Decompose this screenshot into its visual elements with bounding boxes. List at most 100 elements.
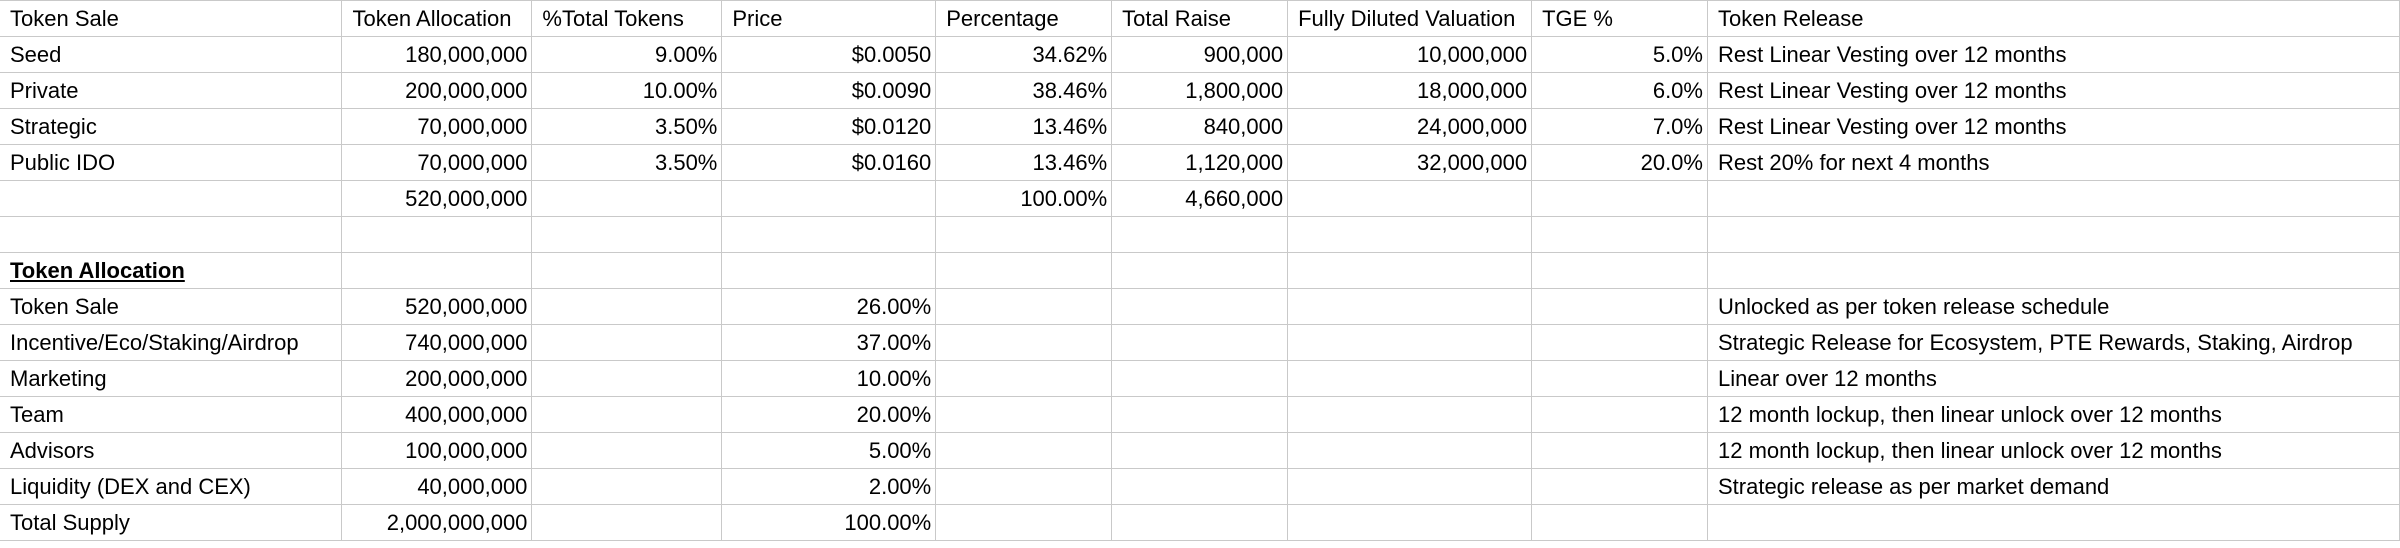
cell[interactable]: Strategic release as per market demand: [1707, 468, 2400, 505]
cell[interactable]: [1707, 252, 2400, 289]
cell[interactable]: [935, 396, 1113, 433]
cell[interactable]: [1531, 180, 1708, 217]
column-header[interactable]: Token Allocation: [341, 0, 533, 37]
cell[interactable]: 3.50%: [531, 144, 723, 181]
cell[interactable]: Token Sale: [0, 288, 343, 325]
cell[interactable]: 12 month lockup, then linear unlock over…: [1707, 396, 2400, 433]
cell[interactable]: [0, 216, 343, 253]
column-header[interactable]: Token Sale: [0, 0, 343, 37]
cell[interactable]: [935, 216, 1113, 253]
cell[interactable]: [1287, 252, 1533, 289]
cell[interactable]: [1531, 252, 1708, 289]
cell[interactable]: [1287, 360, 1533, 397]
cell[interactable]: [531, 432, 723, 469]
cell[interactable]: [531, 216, 723, 253]
cell[interactable]: [1111, 252, 1289, 289]
cell[interactable]: 100.00%: [935, 180, 1113, 217]
cell[interactable]: 37.00%: [721, 324, 937, 361]
cell[interactable]: 200,000,000: [341, 72, 533, 109]
column-header[interactable]: %Total Tokens: [531, 0, 723, 37]
cell[interactable]: 34.62%: [935, 36, 1113, 73]
cell[interactable]: 40,000,000: [341, 468, 533, 505]
cell[interactable]: Public IDO: [0, 144, 343, 181]
cell[interactable]: [531, 252, 723, 289]
column-header[interactable]: TGE %: [1531, 0, 1708, 37]
cell[interactable]: 32,000,000: [1287, 144, 1533, 181]
cell[interactable]: 20.00%: [721, 396, 937, 433]
cell[interactable]: 200,000,000: [341, 360, 533, 397]
cell[interactable]: 24,000,000: [1287, 108, 1533, 145]
cell[interactable]: [1287, 468, 1533, 505]
cell[interactable]: [935, 504, 1113, 541]
cell[interactable]: [341, 252, 533, 289]
column-header[interactable]: Fully Diluted Valuation: [1287, 0, 1533, 37]
cell[interactable]: [531, 324, 723, 361]
cell[interactable]: [1111, 468, 1289, 505]
cell[interactable]: [721, 216, 937, 253]
cell[interactable]: 400,000,000: [341, 396, 533, 433]
cell[interactable]: [935, 288, 1113, 325]
cell[interactable]: [1287, 180, 1533, 217]
cell[interactable]: 9.00%: [531, 36, 723, 73]
cell[interactable]: 180,000,000: [341, 36, 533, 73]
cell[interactable]: $0.0120: [721, 108, 937, 145]
cell[interactable]: [1531, 288, 1708, 325]
cell[interactable]: 2.00%: [721, 468, 937, 505]
cell[interactable]: $0.0050: [721, 36, 937, 73]
cell[interactable]: [1531, 216, 1708, 253]
cell[interactable]: [1111, 396, 1289, 433]
cell[interactable]: 5.0%: [1531, 36, 1708, 73]
cell[interactable]: Seed: [0, 36, 343, 73]
cell[interactable]: 6.0%: [1531, 72, 1708, 109]
cell[interactable]: [935, 360, 1113, 397]
cell[interactable]: Liquidity (DEX and CEX): [0, 468, 343, 505]
cell[interactable]: 5.00%: [721, 432, 937, 469]
cell[interactable]: [341, 216, 533, 253]
cell[interactable]: Rest Linear Vesting over 12 months: [1707, 72, 2400, 109]
cell[interactable]: Marketing: [0, 360, 343, 397]
cell[interactable]: $0.0160: [721, 144, 937, 181]
cell[interactable]: [1531, 468, 1708, 505]
cell[interactable]: [531, 504, 723, 541]
cell[interactable]: [935, 324, 1113, 361]
cell[interactable]: [721, 252, 937, 289]
cell[interactable]: 70,000,000: [341, 108, 533, 145]
column-header[interactable]: Token Release: [1707, 0, 2400, 37]
cell[interactable]: Advisors: [0, 432, 343, 469]
cell[interactable]: [1111, 504, 1289, 541]
cell[interactable]: 20.0%: [1531, 144, 1708, 181]
cell[interactable]: [935, 252, 1113, 289]
cell[interactable]: Rest 20% for next 4 months: [1707, 144, 2400, 181]
cell[interactable]: [531, 396, 723, 433]
cell[interactable]: [531, 288, 723, 325]
cell[interactable]: Strategic: [0, 108, 343, 145]
cell[interactable]: Total Supply: [0, 504, 343, 541]
cell[interactable]: [1287, 396, 1533, 433]
cell[interactable]: 7.0%: [1531, 108, 1708, 145]
cell[interactable]: Rest Linear Vesting over 12 months: [1707, 108, 2400, 145]
cell[interactable]: 100.00%: [721, 504, 937, 541]
cell[interactable]: 1,800,000: [1111, 72, 1289, 109]
cell[interactable]: 900,000: [1111, 36, 1289, 73]
column-header[interactable]: Total Raise: [1111, 0, 1289, 37]
cell[interactable]: Unlocked as per token release schedule: [1707, 288, 2400, 325]
column-header[interactable]: Price: [721, 0, 937, 37]
cell[interactable]: [1111, 432, 1289, 469]
cell[interactable]: [1111, 324, 1289, 361]
cell[interactable]: [531, 180, 723, 217]
cell[interactable]: [721, 180, 937, 217]
cell[interactable]: 18,000,000: [1287, 72, 1533, 109]
cell[interactable]: 13.46%: [935, 108, 1113, 145]
cell[interactable]: Team: [0, 396, 343, 433]
cell[interactable]: 2,000,000,000: [341, 504, 533, 541]
cell[interactable]: 12 month lockup, then linear unlock over…: [1707, 432, 2400, 469]
cell[interactable]: [1531, 324, 1708, 361]
cell[interactable]: [1287, 288, 1533, 325]
cell[interactable]: 70,000,000: [341, 144, 533, 181]
cell[interactable]: 10.00%: [721, 360, 937, 397]
cell[interactable]: [1531, 396, 1708, 433]
cell[interactable]: [1287, 504, 1533, 541]
cell[interactable]: [1111, 216, 1289, 253]
cell[interactable]: [531, 468, 723, 505]
cell[interactable]: [1531, 360, 1708, 397]
